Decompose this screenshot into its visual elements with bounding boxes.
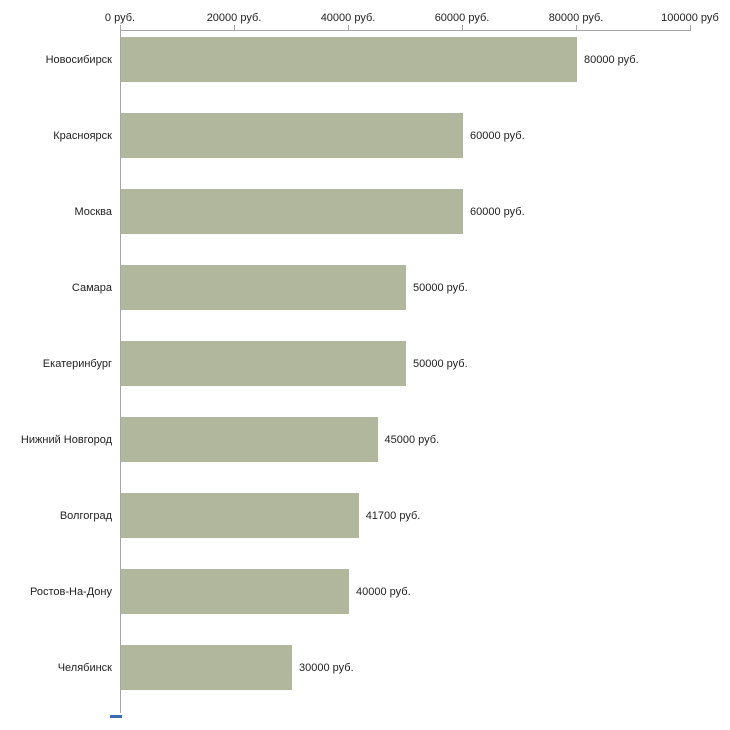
x-tick-label: 100000 руб	[661, 12, 719, 24]
x-tick-label: 20000 руб.	[206, 12, 262, 24]
bar-row: Красноярск 60000 руб.	[0, 113, 730, 158]
value-label: 80000 руб.	[584, 53, 639, 66]
value-label: 50000 руб.	[413, 281, 468, 294]
x-axis-line	[120, 30, 691, 31]
x-tick-mark	[462, 25, 463, 30]
value-label: 40000 руб.	[356, 585, 411, 598]
category-label: Красноярск	[53, 129, 112, 142]
bottom-left-mark	[110, 715, 122, 718]
value-label: 60000 руб.	[470, 129, 525, 142]
bar-row: Москва 60000 руб.	[0, 189, 730, 234]
y-axis-line	[120, 30, 121, 713]
category-label: Екатеринбург	[42, 357, 112, 370]
category-label: Челябинск	[57, 661, 112, 674]
bar-row: Самара 50000 руб.	[0, 265, 730, 310]
value-label: 30000 руб.	[299, 661, 354, 674]
bar	[121, 645, 292, 690]
category-label: Москва	[74, 205, 112, 218]
value-label: 60000 руб.	[470, 205, 525, 218]
x-tick-mark	[690, 25, 691, 30]
bar	[121, 569, 349, 614]
bar-row: Челябинск 30000 руб.	[0, 645, 730, 690]
bar	[121, 493, 359, 538]
category-label: Новосибирск	[45, 53, 112, 66]
bar-row: Ростов-На-Дону 40000 руб.	[0, 569, 730, 614]
bar	[121, 37, 577, 82]
value-label: 41700 руб.	[365, 509, 421, 522]
category-label: Волгоград	[59, 509, 112, 522]
x-tick-mark	[234, 25, 235, 30]
bar	[121, 265, 406, 310]
category-label: Нижний Новгород	[20, 433, 112, 446]
x-tick-label: 60000 руб.	[434, 12, 490, 24]
x-tick-mark	[120, 25, 121, 30]
value-label: 50000 руб.	[413, 357, 468, 370]
value-label: 45000 руб.	[384, 433, 440, 446]
bar-row: Новосибирск 80000 руб.	[0, 37, 730, 82]
bar	[121, 113, 463, 158]
x-tick-label: 0 руб.	[104, 12, 136, 24]
x-tick-mark	[576, 25, 577, 30]
category-label: Ростов-На-Дону	[29, 585, 112, 598]
x-tick-mark	[348, 25, 349, 30]
bar-row: Волгоград 41700 руб.	[0, 493, 730, 538]
category-label: Самара	[71, 281, 112, 294]
x-tick-label: 80000 руб.	[548, 12, 604, 24]
bar	[121, 417, 378, 462]
bar-row: Екатеринбург 50000 руб.	[0, 341, 730, 386]
bar	[121, 189, 463, 234]
x-tick-label: 40000 руб.	[320, 12, 376, 24]
bar	[121, 341, 406, 386]
bar-row: Нижний Новгород 45000 руб.	[0, 417, 730, 462]
